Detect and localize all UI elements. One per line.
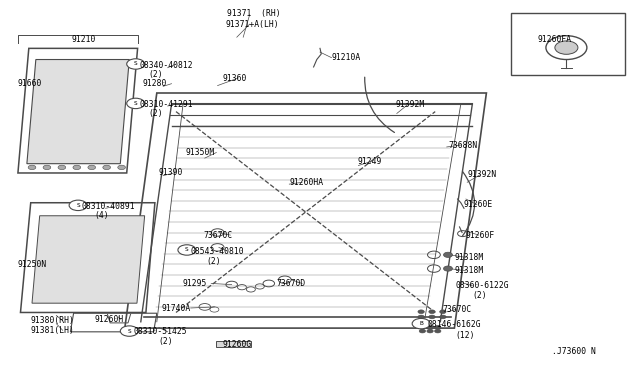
Circle shape [127,59,145,69]
Text: 08146-6162G: 08146-6162G [428,320,481,329]
Text: 91260H: 91260H [95,315,124,324]
Circle shape [435,329,441,333]
Text: 91371+A(LH): 91371+A(LH) [225,20,279,29]
Text: 91260HA: 91260HA [289,178,323,187]
Circle shape [418,310,424,314]
Circle shape [412,318,430,329]
Text: .J73600 N: .J73600 N [552,347,596,356]
Bar [511,13,625,75]
Text: 73670C: 73670C [443,305,472,314]
Text: 91210A: 91210A [332,53,361,62]
Text: 91392M: 91392M [396,100,425,109]
Text: 91260FA: 91260FA [538,35,572,44]
Text: 91390: 91390 [159,169,183,177]
Circle shape [429,315,435,319]
Text: 73670C: 73670C [204,231,233,240]
Polygon shape [27,60,129,164]
Text: 91250N: 91250N [18,260,47,269]
Text: 08310-41291: 08310-41291 [140,100,193,109]
Circle shape [88,165,95,170]
Text: 91740A: 91740A [161,304,191,312]
Text: 91249: 91249 [357,157,381,166]
Circle shape [435,326,441,329]
Text: 91350M: 91350M [186,148,215,157]
Text: 08310-51425: 08310-51425 [133,327,187,336]
Text: 08543-40810: 08543-40810 [191,247,244,256]
Polygon shape [32,216,145,303]
Text: (2): (2) [148,109,163,118]
Text: (2): (2) [206,257,221,266]
Text: 08340-40812: 08340-40812 [140,61,193,70]
Circle shape [418,315,424,319]
Circle shape [178,245,196,255]
Text: 91260E: 91260E [464,200,493,209]
Text: S: S [185,247,189,253]
Text: 91318M: 91318M [454,253,484,262]
Polygon shape [216,341,251,347]
Circle shape [555,41,578,54]
Text: 91660: 91660 [18,79,42,88]
Text: 91360: 91360 [223,74,247,83]
Circle shape [444,252,452,257]
Text: 73670D: 73670D [276,279,306,288]
Circle shape [120,326,138,336]
Circle shape [427,326,433,329]
Text: 91210: 91210 [72,35,96,44]
Text: (2): (2) [472,291,487,300]
Text: (2): (2) [148,70,163,79]
Circle shape [419,326,426,329]
Circle shape [43,165,51,170]
Text: 91381(LH): 91381(LH) [31,326,75,335]
Text: 91260G: 91260G [223,340,252,349]
Circle shape [429,310,435,314]
Text: 91392N: 91392N [467,170,497,179]
Circle shape [127,98,145,109]
Circle shape [28,165,36,170]
Circle shape [440,310,446,314]
Circle shape [69,200,87,211]
Text: 91318M: 91318M [454,266,484,275]
Text: 91280: 91280 [142,79,166,88]
Text: 91295: 91295 [182,279,207,288]
Circle shape [419,329,426,333]
Circle shape [118,165,125,170]
Text: (12): (12) [456,331,475,340]
Circle shape [427,329,433,333]
Circle shape [73,165,81,170]
Text: 91380(RH): 91380(RH) [31,316,75,325]
Text: 08360-6122G: 08360-6122G [456,281,509,290]
Circle shape [444,266,452,271]
Text: 08310-40891: 08310-40891 [82,202,136,211]
Circle shape [440,315,446,319]
Circle shape [58,165,66,170]
Text: S: S [134,61,138,67]
Text: S: S [76,203,80,208]
Text: 73688N: 73688N [448,141,477,150]
Circle shape [103,165,111,170]
Text: (4): (4) [95,211,109,220]
Text: B: B [419,321,423,326]
Text: 91260F: 91260F [466,231,495,240]
Text: S: S [127,328,131,334]
Text: (2): (2) [159,337,173,346]
Text: 91371  (RH): 91371 (RH) [227,9,281,17]
Text: S: S [134,101,138,106]
